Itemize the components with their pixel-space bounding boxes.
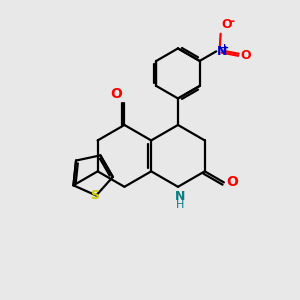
Text: O: O	[110, 86, 122, 100]
Text: N: N	[217, 45, 227, 58]
Text: N: N	[175, 190, 185, 203]
Text: H: H	[176, 200, 184, 210]
Text: +: +	[220, 43, 229, 53]
Text: -: -	[229, 15, 234, 28]
Text: O: O	[241, 49, 251, 62]
Text: O: O	[221, 18, 232, 31]
Text: O: O	[226, 176, 238, 189]
Text: S: S	[90, 189, 99, 202]
